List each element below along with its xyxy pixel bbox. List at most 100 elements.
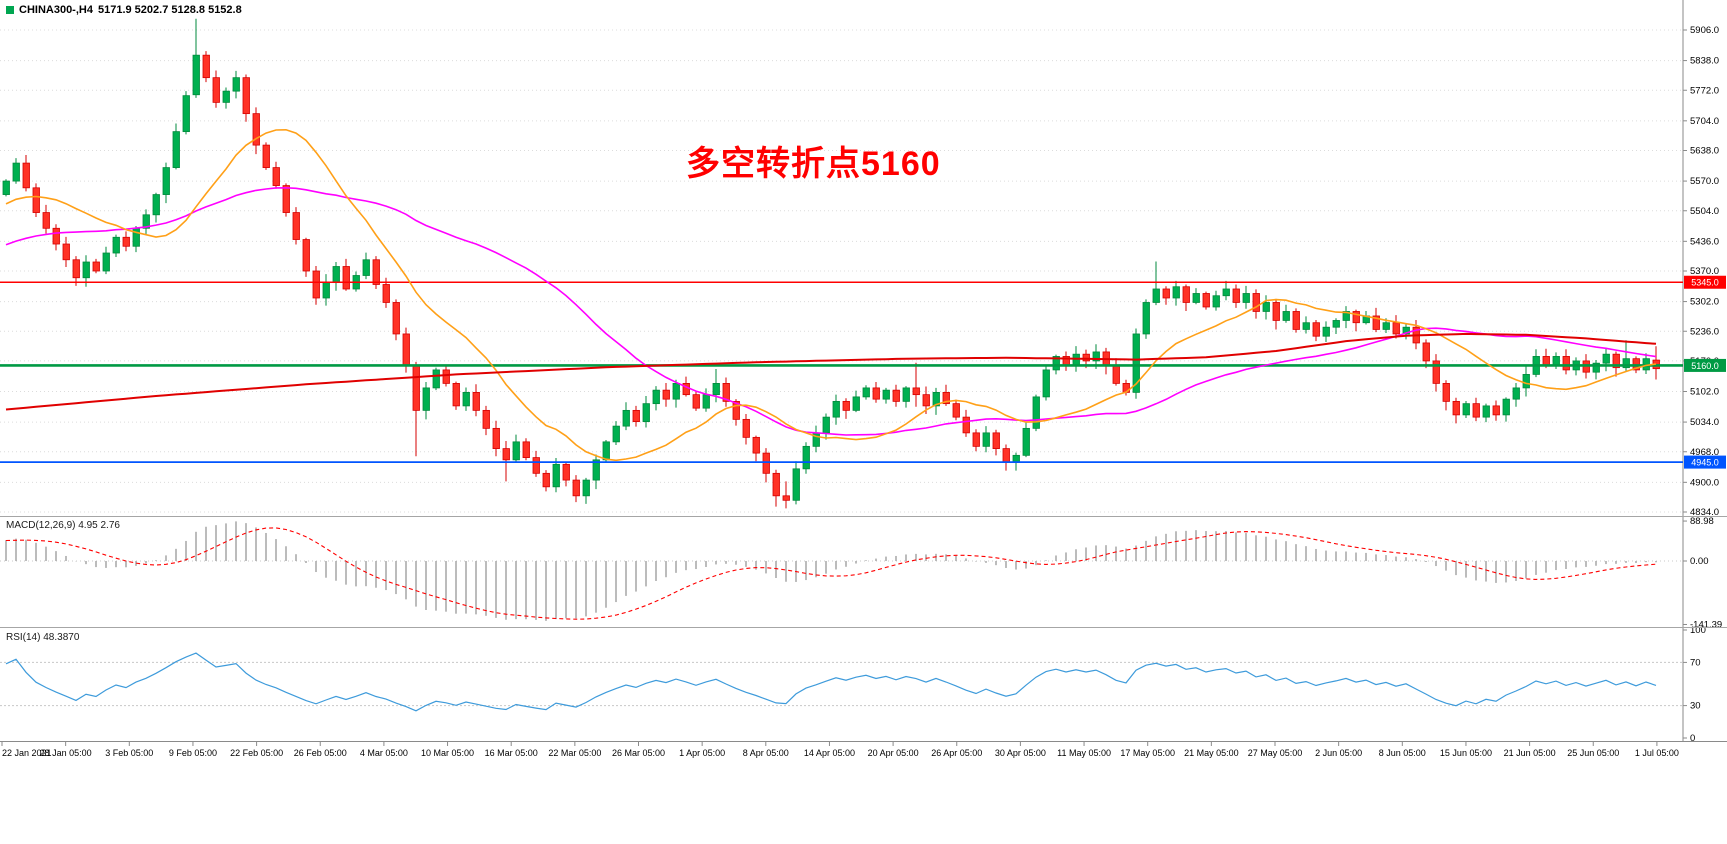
time-axis-label: 26 Apr 05:00 (931, 748, 982, 758)
ma-slow-line (5, 332, 1657, 411)
candle-up (622, 409, 630, 427)
price-axis-label: 5504.0 (1690, 206, 1719, 217)
time-axis-label: 22 Jan 2021 (2, 748, 52, 758)
candle-up (1382, 322, 1390, 330)
candle-down (1292, 311, 1300, 330)
candle-down (382, 284, 390, 303)
candle-up (1092, 351, 1100, 362)
candle-down (692, 394, 700, 409)
candle-up (432, 369, 440, 389)
time-axis-label: 3 Feb 05:00 (105, 748, 153, 758)
candle-down (42, 212, 50, 229)
candle-down (742, 418, 750, 438)
candle-up (1072, 353, 1080, 366)
candle-down (1202, 293, 1210, 308)
macd-axis-label: 88.98 (1690, 516, 1714, 527)
candles-layer (2, 18, 1660, 509)
candle-up (12, 162, 20, 182)
candle-down (312, 270, 320, 299)
candle-down (952, 403, 960, 418)
candle-down (542, 472, 550, 488)
horizontal-levels[interactable] (0, 281, 1683, 463)
time-axis-label: 1 Apr 05:00 (679, 748, 725, 758)
pivot-annotation: 多空转折点5160 (686, 145, 941, 183)
candle-down (632, 409, 640, 423)
time-axis-label: 4 Mar 05:00 (360, 748, 408, 758)
candle-up (672, 383, 680, 400)
candle-down (992, 432, 1000, 450)
candle-up (612, 425, 620, 443)
candle-up (152, 194, 160, 216)
candle-down (1442, 383, 1450, 402)
ohlc-values: 5171.9 5202.7 5128.8 5152.8 (97, 4, 242, 16)
rsi-panel[interactable] (0, 652, 1683, 712)
candle-up (222, 90, 230, 103)
candle-up (362, 259, 370, 276)
time-axis-label: 30 Apr 05:00 (995, 748, 1046, 758)
candle-up (1462, 403, 1470, 416)
candle-up (142, 214, 150, 229)
candle-down (302, 239, 310, 272)
price-axis-label: 5102.0 (1690, 387, 1719, 398)
candle-down (532, 457, 540, 474)
candle-down (262, 144, 270, 168)
candle-down (1162, 288, 1170, 299)
rsi-indicator-label: RSI(14) 48.3870 (6, 632, 80, 643)
candle-up (1032, 396, 1040, 429)
candle-up (1302, 322, 1310, 330)
candle-up (1402, 326, 1410, 335)
candle-down (242, 77, 250, 115)
candle-up (1322, 326, 1330, 337)
time-axis-label: 2 Jun 05:00 (1315, 748, 1362, 758)
macd-panel[interactable] (0, 521, 1683, 621)
candle-down (922, 394, 930, 407)
candle-up (862, 387, 870, 398)
time-axis-label: 26 Feb 05:00 (294, 748, 347, 758)
candle-down (1472, 403, 1480, 418)
candle-up (1242, 293, 1250, 303)
price-axis-label: 5772.0 (1690, 85, 1719, 96)
candle-up (822, 416, 830, 434)
price-axis-label: 4834.0 (1690, 507, 1719, 518)
candle-down (1112, 365, 1120, 384)
candle-down (1252, 293, 1260, 312)
ma-mid-line (5, 186, 1657, 436)
candle-down (572, 479, 580, 497)
candle-down (412, 365, 420, 411)
candle-up (172, 131, 180, 168)
candle-up (642, 403, 650, 423)
candle-down (1542, 356, 1550, 366)
candle-up (832, 400, 840, 418)
candle-up (1042, 369, 1050, 398)
candle-up (182, 95, 190, 133)
time-axis-label: 8 Jun 05:00 (1379, 748, 1426, 758)
candle-up (322, 281, 330, 299)
panel-separators[interactable] (0, 516, 1727, 628)
candle-down (1352, 311, 1360, 324)
candle-up (982, 432, 990, 447)
candle-down (212, 77, 220, 103)
price-tag-label: 5160.0 (1691, 361, 1719, 371)
price-tags: 5345.0 5160.0 4945.0 (1684, 275, 1726, 469)
rsi-axis-label: 100 (1690, 625, 1706, 636)
time-axis-label: 16 Mar 05:00 (485, 748, 538, 758)
candle-down (972, 432, 980, 447)
candle-down (1492, 405, 1500, 416)
price-axis[interactable]: 5906.0 5838.0 5772.0 5704.0 5638.0 5570.0 5504… (1682, 0, 1722, 744)
candle-down (722, 383, 730, 402)
candle-up (882, 389, 890, 400)
candle-down (892, 389, 900, 402)
candle-up (1522, 374, 1530, 389)
price-axis-label: 5034.0 (1690, 417, 1719, 428)
price-axis-label: 4900.0 (1690, 477, 1719, 488)
time-axis-label: 17 May 05:00 (1120, 748, 1175, 758)
candle-up (1262, 302, 1270, 312)
candle-up (512, 441, 520, 461)
time-axis-label: 14 Apr 05:00 (804, 748, 855, 758)
candle-up (1502, 398, 1510, 416)
price-tag (1684, 275, 1726, 289)
price-axis-label: 5570.0 (1690, 176, 1719, 187)
candle-up (1482, 405, 1490, 418)
